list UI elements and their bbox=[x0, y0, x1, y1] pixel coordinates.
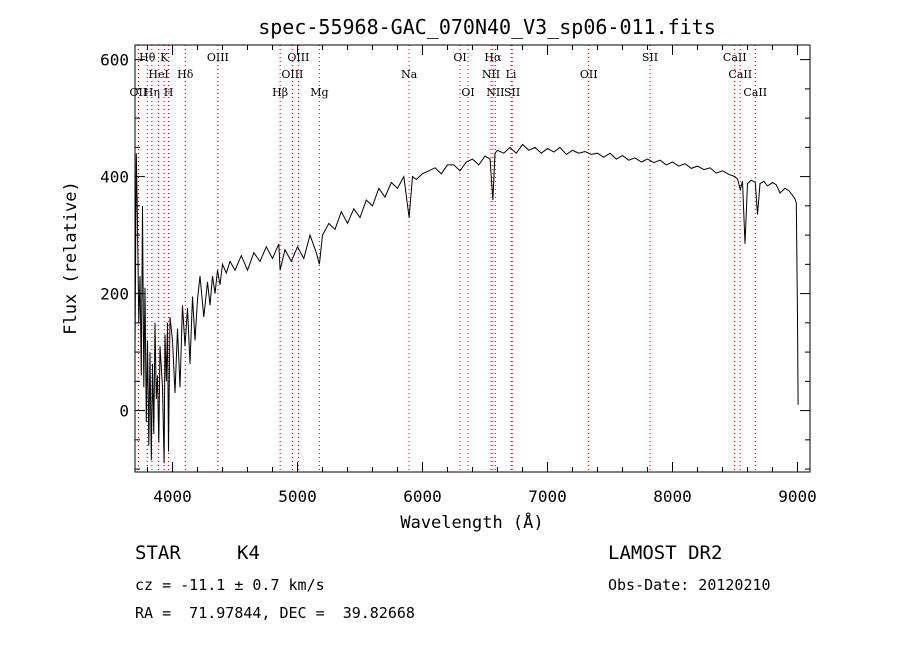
object-subclass: K4 bbox=[237, 542, 260, 564]
marker-label-24: CaII bbox=[743, 86, 767, 99]
marker-label-15: CaII bbox=[728, 68, 752, 81]
observation-date: Obs-Date: 20120210 bbox=[608, 576, 771, 594]
chart-title: spec-55968-GAC_070N40_V3_sp06-011.fits bbox=[258, 15, 716, 39]
marker-label-3: OIII bbox=[287, 51, 309, 64]
marker-label-1: K bbox=[160, 51, 169, 64]
marker-label-5: Hα bbox=[484, 51, 502, 64]
y-axis-ticks: 0 200 400 600 bbox=[100, 51, 810, 469]
marker-label-17: Hη bbox=[144, 86, 160, 99]
marker-label-19: Hβ bbox=[272, 86, 288, 99]
y-tick-label-200: 200 bbox=[100, 285, 129, 304]
object-class: STAR bbox=[135, 542, 181, 564]
marker-label-13: Li bbox=[506, 68, 517, 81]
marker-label-4: OI bbox=[453, 51, 466, 64]
x-tick-label-5000: 5000 bbox=[278, 487, 317, 506]
marker-label-7: CaII bbox=[723, 51, 747, 64]
marker-label-9: Hδ bbox=[177, 68, 194, 81]
y-axis-label: Flux (relative) bbox=[61, 181, 81, 335]
y-tick-label-600: 600 bbox=[100, 51, 129, 70]
y-tick-label-400: 400 bbox=[100, 168, 129, 187]
y-tick-label-0: 0 bbox=[119, 402, 129, 421]
marker-label-14: OII bbox=[580, 68, 598, 81]
marker-label-10: OIII bbox=[281, 68, 303, 81]
marker-label-6: SII bbox=[642, 51, 658, 64]
x-tick-label-4000: 4000 bbox=[153, 487, 192, 506]
spectrum-line bbox=[135, 144, 798, 463]
x-tick-label-6000: 6000 bbox=[403, 487, 442, 506]
x-axis-label: Wavelength (Å) bbox=[400, 511, 543, 533]
marker-label-2: OIII bbox=[207, 51, 229, 64]
redshift-value: cz = -11.1 ± 0.7 km/s bbox=[135, 576, 325, 594]
marker-label-12: NII bbox=[482, 68, 500, 81]
marker-label-11: Na bbox=[401, 68, 418, 81]
x-tick-label-9000: 9000 bbox=[778, 487, 817, 506]
marker-label-21: OI bbox=[461, 86, 474, 99]
marker-label-23: SII bbox=[504, 86, 520, 99]
x-tick-label-7000: 7000 bbox=[528, 487, 567, 506]
marker-label-22: NII bbox=[486, 86, 504, 99]
survey-name: LAMOST DR2 bbox=[608, 542, 722, 564]
plot-frame bbox=[135, 45, 810, 472]
x-axis-ticks: 4000 5000 6000 7000 8000 9000 bbox=[148, 45, 817, 506]
marker-label-20: Mg bbox=[310, 86, 328, 99]
sky-coordinates: RA = 71.97844, DEC = 39.82668 bbox=[135, 604, 415, 622]
marker-label-0: Hθ bbox=[139, 51, 156, 64]
marker-label-18: H bbox=[164, 86, 174, 99]
x-tick-label-8000: 8000 bbox=[653, 487, 692, 506]
